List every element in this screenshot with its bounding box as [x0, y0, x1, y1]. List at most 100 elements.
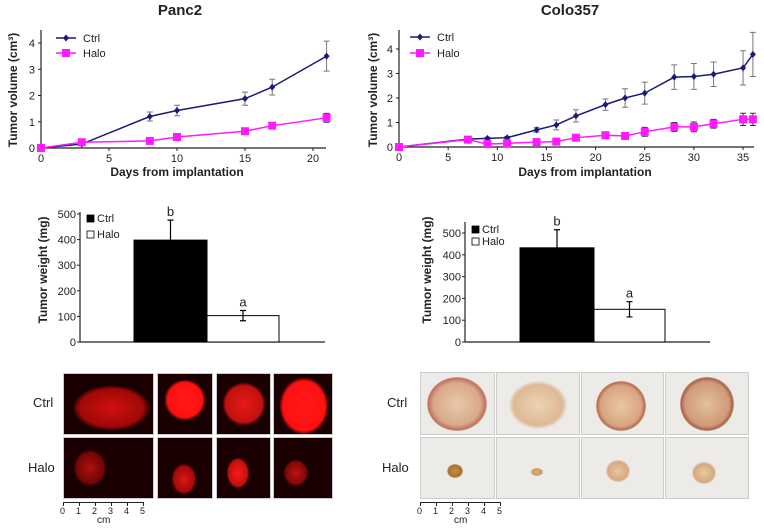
y-tick-label: 0	[29, 143, 35, 155]
legend-swatch	[471, 237, 480, 246]
data-point	[146, 113, 153, 120]
x-tick-label: 20	[307, 153, 319, 165]
y-tick-label: 300	[58, 260, 76, 272]
tumor-photo	[496, 437, 580, 499]
chart-title: Panc2	[158, 2, 202, 19]
scale-tick-label: 5	[140, 506, 146, 516]
tumor-fluorescence-image	[216, 373, 271, 435]
error-bar	[240, 309, 246, 322]
data-point	[640, 127, 649, 136]
legend-swatch	[86, 214, 95, 223]
chart-title: Colo357	[541, 2, 599, 19]
tumor-photo	[581, 372, 664, 435]
data-point	[710, 70, 717, 78]
x-tick-label: 5	[445, 152, 451, 164]
x-tick-label: 30	[688, 152, 700, 164]
legend-label: Ctrl	[482, 224, 499, 236]
legend-swatch	[471, 225, 480, 234]
scale-line	[63, 502, 143, 503]
row-label-ctrl: Ctrl	[387, 395, 408, 410]
scale-tick-label: 3	[465, 506, 471, 516]
significance-label: a	[626, 286, 634, 301]
legend-marker	[62, 49, 70, 57]
bar-ctrl	[133, 239, 208, 343]
y-tick-label: 100	[58, 311, 76, 323]
y-tick-label: 400	[58, 235, 76, 247]
y-axis-label: Tumor weight (mg)	[420, 216, 434, 323]
tumor-fluorescence-image	[216, 437, 271, 499]
x-tick-label: 15	[540, 152, 552, 164]
scale-tick-label: 4	[481, 506, 487, 516]
y-tick-label: 100	[443, 315, 461, 327]
data-point	[268, 121, 277, 130]
scale-tick-label: 2	[92, 506, 98, 516]
scale-tick	[500, 502, 501, 506]
scale-tick-label: 3	[108, 506, 114, 516]
scale-tick	[420, 502, 421, 506]
legend-marker	[63, 34, 69, 42]
scale-tick	[468, 502, 469, 506]
data-point	[532, 138, 541, 147]
tumor-photo	[420, 372, 495, 435]
y-tick-label: 4	[387, 44, 393, 56]
data-point	[395, 143, 403, 151]
tumor-fluorescence-image	[273, 373, 333, 435]
y-tick-label: 2	[387, 93, 393, 105]
data-point	[322, 113, 331, 122]
data-point	[463, 135, 472, 144]
data-point	[553, 121, 560, 129]
data-point	[622, 94, 629, 102]
data-point	[748, 115, 757, 124]
data-point	[174, 106, 180, 114]
y-tick-label: 0	[455, 337, 461, 349]
x-tick-label: 15	[239, 153, 251, 165]
y-axis-label: Tumor volume (cm³)	[6, 33, 20, 147]
y-tick-label: 1	[29, 117, 35, 129]
y-axis-label: Tumor weight (mg)	[36, 216, 50, 323]
data-point	[483, 140, 492, 149]
tumor-fluorescence-image	[63, 373, 154, 435]
y-tick-label: 500	[443, 228, 461, 240]
scale-tick-label: 4	[124, 506, 130, 516]
significance-label: b	[553, 214, 560, 229]
x-tick-label: 0	[38, 153, 44, 165]
data-point	[242, 95, 248, 103]
data-point	[37, 144, 45, 152]
y-axis-label: Tumor volume (cm³)	[366, 33, 380, 147]
legend-swatch	[86, 230, 95, 239]
scale-tick-label: 0	[60, 506, 66, 516]
legend-label: Halo	[437, 48, 460, 60]
data-point	[740, 64, 747, 72]
tumor-photo	[420, 437, 495, 499]
x-tick-label: 5	[106, 153, 112, 165]
x-axis-label: Days from implantation	[110, 165, 243, 179]
y-tick-label: 0	[70, 337, 76, 349]
data-point	[533, 126, 540, 134]
data-point	[269, 83, 276, 91]
scale-tick	[111, 502, 112, 506]
data-point	[77, 138, 86, 147]
scale-tick	[63, 502, 64, 506]
significance-label: a	[239, 295, 247, 310]
data-point	[670, 122, 679, 131]
data-point	[552, 137, 561, 146]
y-tick-label: 400	[443, 250, 461, 262]
scale-tick-label: 1	[433, 506, 439, 516]
y-tick-label: 0	[387, 142, 393, 154]
legend-label: Halo	[83, 48, 106, 60]
series-line-ctrl	[40, 55, 327, 149]
data-point	[602, 101, 609, 109]
data-point	[145, 136, 154, 145]
scale-line	[420, 502, 500, 503]
data-point	[601, 131, 610, 140]
significance-label: b	[167, 204, 174, 219]
x-tick-label: 10	[171, 153, 183, 165]
scale-tick	[452, 502, 453, 506]
x-tick-label: 35	[737, 152, 749, 164]
row-label-halo: Halo	[28, 460, 55, 475]
legend-label: Halo	[97, 229, 120, 241]
data-point	[621, 131, 630, 140]
y-tick-label: 3	[29, 64, 35, 76]
legend-marker	[416, 49, 424, 57]
